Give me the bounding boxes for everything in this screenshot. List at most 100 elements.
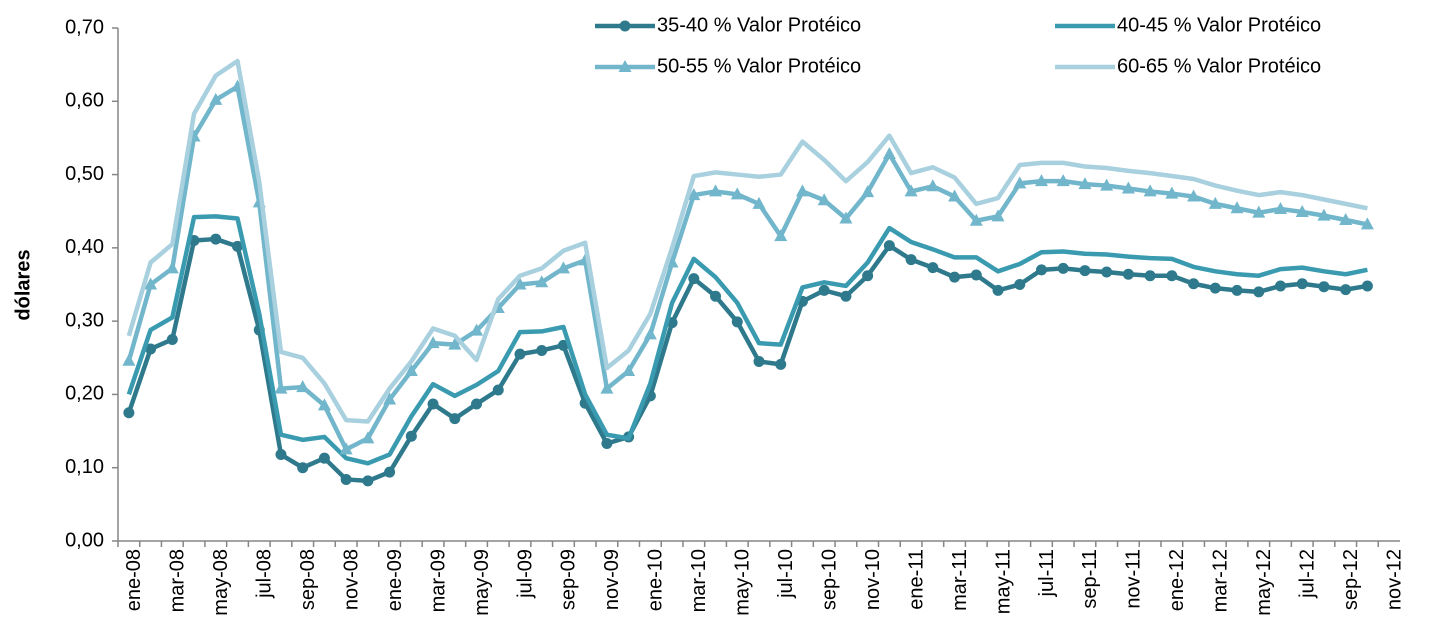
- data-point: [1231, 284, 1243, 296]
- x-tick-label: may-11: [992, 549, 1014, 614]
- data-point: [1013, 176, 1027, 189]
- data-point: [296, 380, 310, 393]
- data-point: [1034, 174, 1048, 187]
- data-point: [1208, 196, 1222, 209]
- data-point: [1143, 184, 1157, 197]
- legend-label: 40-45 % Valor Protéico: [1117, 14, 1321, 36]
- legend-label: 35-40 % Valor Protéico: [657, 14, 861, 36]
- x-tick-label: jul-08: [254, 549, 276, 599]
- x-tick-label: jul-11: [1036, 549, 1058, 597]
- data-point: [383, 392, 397, 405]
- x-tick-label: may-10: [732, 549, 754, 616]
- data-point: [361, 431, 375, 444]
- data-point: [362, 475, 374, 487]
- data-point: [774, 229, 788, 242]
- data-point: [427, 398, 439, 410]
- x-tick-label: sep-12: [1340, 549, 1362, 610]
- data-point: [1121, 181, 1135, 194]
- data-point: [1079, 265, 1091, 277]
- data-point: [752, 196, 766, 209]
- x-tick-label: nov-08: [340, 549, 362, 610]
- x-tick-label: nov-12: [1383, 549, 1405, 610]
- data-point: [643, 327, 657, 340]
- data-point: [449, 413, 461, 425]
- data-point: [1165, 186, 1179, 199]
- x-tick-label: sep-11: [1079, 549, 1101, 609]
- data-point: [687, 188, 701, 201]
- data-point: [709, 184, 723, 197]
- data-point: [1274, 280, 1286, 292]
- data-point: [1361, 280, 1373, 292]
- data-point: [123, 407, 135, 419]
- data-point: [1035, 264, 1047, 276]
- data-point: [1273, 202, 1287, 215]
- data-point: [622, 363, 636, 376]
- x-tick-label: ene-10: [645, 549, 667, 611]
- legend-marker: [618, 60, 632, 72]
- data-point: [775, 358, 787, 370]
- x-tick-label: jul-10: [775, 549, 797, 599]
- data-point: [1230, 201, 1244, 214]
- legend-label: 60-65 % Valor Protéico: [1117, 55, 1321, 77]
- data-point: [209, 92, 223, 105]
- data-point: [1209, 282, 1221, 294]
- data-point: [1253, 286, 1265, 298]
- series-line: [126, 84, 1368, 452]
- data-point: [1187, 189, 1201, 202]
- data-point: [405, 430, 417, 442]
- data-point: [274, 381, 288, 394]
- data-point: [340, 473, 352, 485]
- x-tick-label: may-08: [210, 549, 232, 616]
- series-line: [126, 236, 1368, 484]
- data-point: [122, 353, 136, 366]
- legend-label: 50-55 % Valor Protéico: [657, 55, 861, 77]
- data-point: [514, 348, 526, 360]
- x-tick-label: ene-09: [384, 549, 406, 611]
- x-tick-label: nov-10: [862, 549, 884, 610]
- data-point: [904, 184, 918, 197]
- data-point: [730, 187, 744, 200]
- data-point: [536, 344, 548, 356]
- x-tick-label: mar-10: [688, 549, 710, 612]
- x-tick-label: ene-12: [1166, 549, 1188, 611]
- data-point: [710, 290, 722, 302]
- data-point: [970, 269, 982, 281]
- data-point: [556, 261, 570, 274]
- data-point: [1295, 204, 1309, 217]
- data-point: [926, 179, 940, 192]
- data-point: [232, 240, 244, 252]
- y-tick-label: 0,20: [65, 383, 104, 405]
- x-tick-label: may-09: [471, 549, 493, 616]
- data-point: [470, 323, 484, 336]
- data-point: [426, 336, 440, 349]
- data-point: [840, 290, 852, 302]
- data-point: [818, 284, 830, 296]
- data-point: [905, 254, 917, 266]
- x-tick-label: mar-08: [167, 549, 189, 612]
- data-point: [492, 384, 504, 396]
- data-point: [949, 271, 961, 283]
- data-point: [1318, 281, 1330, 293]
- data-point: [1360, 217, 1374, 230]
- data-point: [688, 273, 700, 285]
- x-tick-label: mar-11: [949, 549, 971, 611]
- data-point: [1101, 266, 1113, 278]
- y-tick-label: 0,50: [65, 163, 104, 185]
- data-point: [861, 185, 875, 198]
- data-point: [384, 466, 396, 478]
- x-tick-label: sep-08: [297, 549, 319, 610]
- data-point: [339, 442, 353, 455]
- data-point: [991, 209, 1005, 222]
- x-tick-label: mar-12: [1210, 549, 1232, 612]
- data-point: [1057, 262, 1069, 274]
- data-point: [862, 270, 874, 282]
- data-point: [1340, 284, 1352, 296]
- y-tick-label: 0,10: [65, 456, 104, 478]
- data-point: [948, 189, 962, 202]
- data-point: [513, 277, 527, 290]
- x-tick-label: ene-08: [123, 549, 145, 611]
- data-point: [1100, 178, 1114, 191]
- data-point: [1014, 279, 1026, 290]
- data-point: [210, 233, 222, 245]
